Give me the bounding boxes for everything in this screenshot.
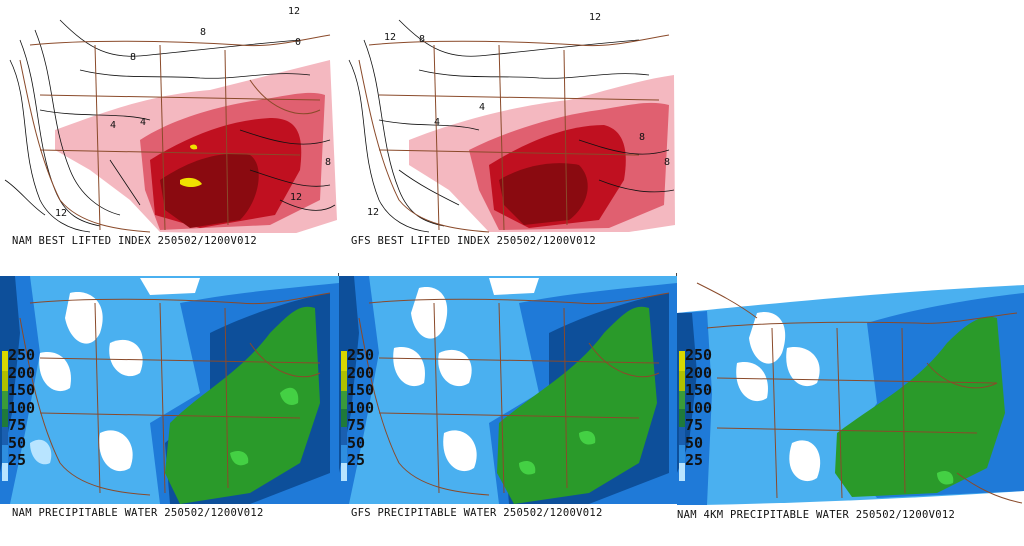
panel-caption: NAM PRECIPITABLE WATER 250502/1200V012 [12,507,264,519]
contour-label: 12 [384,32,396,43]
li-shade-yellow-2 [190,144,198,150]
pw-scale-labels: 250 200 150 100 75 50 25 [8,346,36,470]
panel-caption: GFS PRECIPITABLE WATER 250502/1200V012 [351,507,603,519]
panel-nam-lifted-index: 12 8 4 0 8 12 12 8 4 NAM BEST LIFTED IND… [0,0,339,273]
scale-label: 100 [347,398,375,417]
scale-label: 50 [8,433,27,452]
contour-label: 8 [200,27,206,38]
scale-label: 200 [347,363,375,382]
scale-label: 100 [8,398,36,417]
scale-label: 25 [347,451,366,469]
pw-color-scale [341,351,347,481]
state-borders [19,292,331,496]
contour-label: 12 [290,192,302,203]
panel-gfs-precip-water: 250 200 150 100 75 50 25 GFS PRECIPITABL… [339,273,677,546]
scale-label: 200 [8,363,36,382]
scale-label: 100 [685,398,713,417]
pw-dry-areas [736,312,821,482]
panel-gfs-lifted-index: 12 8 4 12 8 12 4 8 GFS BEST LIFTED INDEX… [339,0,677,273]
state-borders [19,34,331,233]
contour-label: 4 [110,120,116,131]
scale-label: 150 [685,381,713,399]
map-nam-lifted-index: 12 8 4 0 8 12 12 8 4 [0,0,339,273]
panel-caption: NAM 4KM PRECIPITABLE WATER 250502/1200V0… [677,509,956,521]
state-borders [358,292,670,496]
map-nam4km-precip-water [677,273,1024,546]
contour-label: 4 [479,102,485,113]
map-nam-precip-water [0,276,339,546]
state-borders [696,282,1023,504]
li-shade-darkest [499,163,588,225]
scale-label: 25 [685,451,704,469]
contour-label: 4 [434,117,440,128]
panel-caption: NAM BEST LIFTED INDEX 250502/1200V012 [12,235,257,247]
li-contours [4,19,336,233]
panel-empty [677,0,1024,273]
contour-label: 4 [140,117,146,128]
contour-label: 12 [55,208,67,219]
scale-label: 75 [8,416,27,434]
pw-color-scale [2,351,8,481]
contour-label: 8 [419,34,425,45]
scale-label: 150 [347,381,375,399]
scale-label: 250 [347,346,375,364]
contour-label: 8 [325,157,331,168]
li-shade-darkest [160,153,259,228]
contour-label: 12 [367,207,379,218]
scale-label: 250 [8,346,36,364]
scale-label: 250 [685,346,713,364]
pw-green [835,316,1005,497]
scale-label: 25 [8,451,27,469]
pw-scale-labels: 250 200 150 100 75 50 25 [685,346,713,470]
contour-label: 0 [295,37,301,48]
scale-label: 150 [8,381,36,399]
scale-label: 75 [347,416,366,434]
contour-label: 12 [589,12,601,23]
panel-caption: GFS BEST LIFTED INDEX 250502/1200V012 [351,235,596,247]
contour-label: 12 [288,6,300,17]
scale-label: 200 [685,363,713,382]
pw-scale-labels: 250 200 150 100 75 50 25 [347,346,375,470]
pw-green [165,306,320,504]
pw-color-scale [679,351,685,481]
contour-label: 8 [130,52,136,63]
panel-nam-precip-water: 250 200 150 100 75 50 25 NAM PRECIPITABL… [0,273,339,546]
li-contours [348,19,675,233]
pw-green [497,306,657,504]
contour-label: 8 [639,132,645,143]
pw-dry-areas [39,278,200,472]
state-borders [358,34,670,233]
map-gfs-precip-water [339,276,677,546]
li-shade-yellow [180,177,202,187]
scale-label: 50 [685,433,704,452]
map-gfs-lifted-index: 12 8 4 12 8 12 4 8 [339,0,677,273]
scale-label: 75 [685,416,704,434]
scale-label: 50 [347,433,366,452]
panel-nam4km-precip-water: 250 200 150 100 75 50 25 NAM 4KM PRECIPI… [677,273,1024,546]
contour-label: 8 [664,157,670,168]
